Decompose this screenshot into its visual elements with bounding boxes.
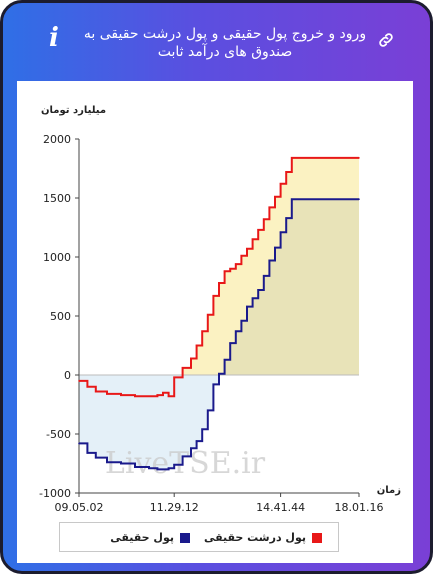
- legend-swatch-red: [312, 533, 322, 543]
- x-tick-label: 18.01.16: [335, 501, 384, 514]
- data-point-real-money: [285, 217, 288, 219]
- data-point-large-real-money: [240, 255, 243, 257]
- data-point-large-real-money: [173, 376, 175, 379]
- legend-label: پول درشت حقیقی: [203, 531, 306, 544]
- x-tick-label: 09.05.02: [55, 501, 104, 514]
- data-point-large-real-money: [156, 394, 159, 396]
- y-tick-label: 2000: [43, 133, 71, 146]
- data-point-real-money: [173, 463, 175, 466]
- area-fill-real-negative: [79, 375, 359, 470]
- y-tick-label: -1000: [39, 487, 71, 500]
- link-icon[interactable]: [377, 31, 395, 49]
- data-point-real-money: [263, 275, 265, 277]
- data-point-real-money: [279, 231, 282, 234]
- data-point-large-real-money: [285, 171, 288, 173]
- widget-header: i ورود و خروج پول حقیقی و پول درشت حقیقی…: [3, 3, 430, 81]
- y-tick-label: 1000: [43, 251, 71, 264]
- data-point-real-money: [106, 461, 108, 464]
- legend-item-large-real-money[interactable]: پول درشت حقیقی: [204, 530, 322, 546]
- x-tick-label: 14.41.44: [256, 501, 305, 514]
- data-point-large-real-money: [78, 380, 80, 382]
- data-point-large-real-money: [279, 183, 282, 185]
- data-point-real-money: [274, 246, 276, 249]
- data-point-large-real-money: [148, 395, 150, 398]
- data-point-real-money: [358, 198, 360, 200]
- data-point-large-real-money: [251, 238, 254, 241]
- data-point-large-real-money: [201, 330, 203, 333]
- data-point-large-real-money: [263, 218, 265, 221]
- data-point-large-real-money: [218, 282, 220, 284]
- data-point-real-money: [257, 289, 259, 291]
- data-point-real-money: [235, 330, 237, 333]
- data-point-large-real-money: [106, 393, 108, 395]
- data-point-large-real-money: [190, 357, 192, 360]
- data-point-large-real-money: [207, 314, 209, 316]
- y-axis-title: میلیارد تومان: [41, 105, 106, 116]
- data-point-real-money: [212, 383, 215, 386]
- chart-legend: پول درشت حقیقی پول حقیقی: [59, 522, 339, 552]
- chart-svg: -1000 -500 0 500 1000 1500 2000 09.05.02 11.29.1…: [39, 105, 401, 514]
- data-point-large-real-money: [86, 386, 89, 388]
- data-point-large-real-money: [134, 395, 136, 398]
- data-point-real-money: [86, 452, 89, 454]
- data-point-large-real-money: [181, 367, 184, 369]
- data-point-real-money: [229, 342, 231, 344]
- data-point-real-money: [246, 305, 248, 308]
- data-point-large-real-money: [162, 391, 164, 394]
- y-tick-label: -500: [46, 428, 71, 441]
- data-point-large-real-money: [268, 206, 271, 209]
- x-axis-title: زمان: [377, 485, 401, 496]
- legend-label: پول حقیقی: [110, 531, 174, 544]
- data-point-real-money: [181, 455, 184, 458]
- data-point-large-real-money: [120, 394, 122, 396]
- chart-title: ورود و خروج پول حقیقی و پول درشت حقیقی ب…: [83, 26, 367, 60]
- data-point-large-real-money: [358, 157, 360, 159]
- data-point-large-real-money: [95, 390, 97, 393]
- data-point-real-money: [240, 319, 243, 322]
- data-point-large-real-money: [229, 268, 231, 270]
- data-point-real-money: [134, 466, 136, 468]
- data-point-large-real-money: [274, 196, 276, 198]
- data-point-real-money: [120, 462, 122, 465]
- data-point-real-money: [190, 447, 192, 449]
- data-point-real-money: [207, 409, 209, 412]
- info-icon[interactable]: i: [49, 23, 59, 53]
- data-point-real-money: [223, 358, 226, 361]
- data-point-real-money: [201, 428, 203, 431]
- y-tick-label: 0: [64, 369, 71, 382]
- data-point-real-money: [78, 442, 80, 445]
- area-fill-real-positive: [79, 199, 359, 375]
- data-point-large-real-money: [257, 229, 259, 231]
- data-point-real-money: [291, 198, 293, 200]
- data-point-real-money: [148, 467, 150, 470]
- data-point-large-real-money: [235, 263, 237, 265]
- data-point-real-money: [218, 373, 220, 375]
- x-tick-label: 11.29.12: [150, 501, 199, 514]
- data-point-large-real-money: [212, 295, 215, 297]
- chart-panel: -1000 -500 0 500 1000 1500 2000 09.05.02 11.29.1…: [17, 81, 413, 563]
- legend-item-real-money[interactable]: پول حقیقی: [110, 530, 190, 546]
- data-point-real-money: [251, 297, 254, 300]
- data-point-large-real-money: [167, 395, 170, 398]
- y-tick-label: 1500: [43, 192, 71, 205]
- data-point-real-money: [156, 468, 159, 471]
- data-point-real-money: [167, 467, 170, 470]
- data-point-real-money: [268, 259, 271, 262]
- data-point-large-real-money: [291, 157, 293, 159]
- data-point-real-money: [95, 456, 97, 459]
- data-point-real-money: [162, 468, 164, 471]
- data-point-large-real-money: [246, 247, 248, 250]
- data-point-large-real-money: [223, 270, 226, 272]
- y-tick-label: 500: [50, 310, 71, 323]
- data-point-real-money: [195, 440, 198, 442]
- legend-swatch-blue: [180, 533, 190, 543]
- data-point-large-real-money: [195, 344, 198, 347]
